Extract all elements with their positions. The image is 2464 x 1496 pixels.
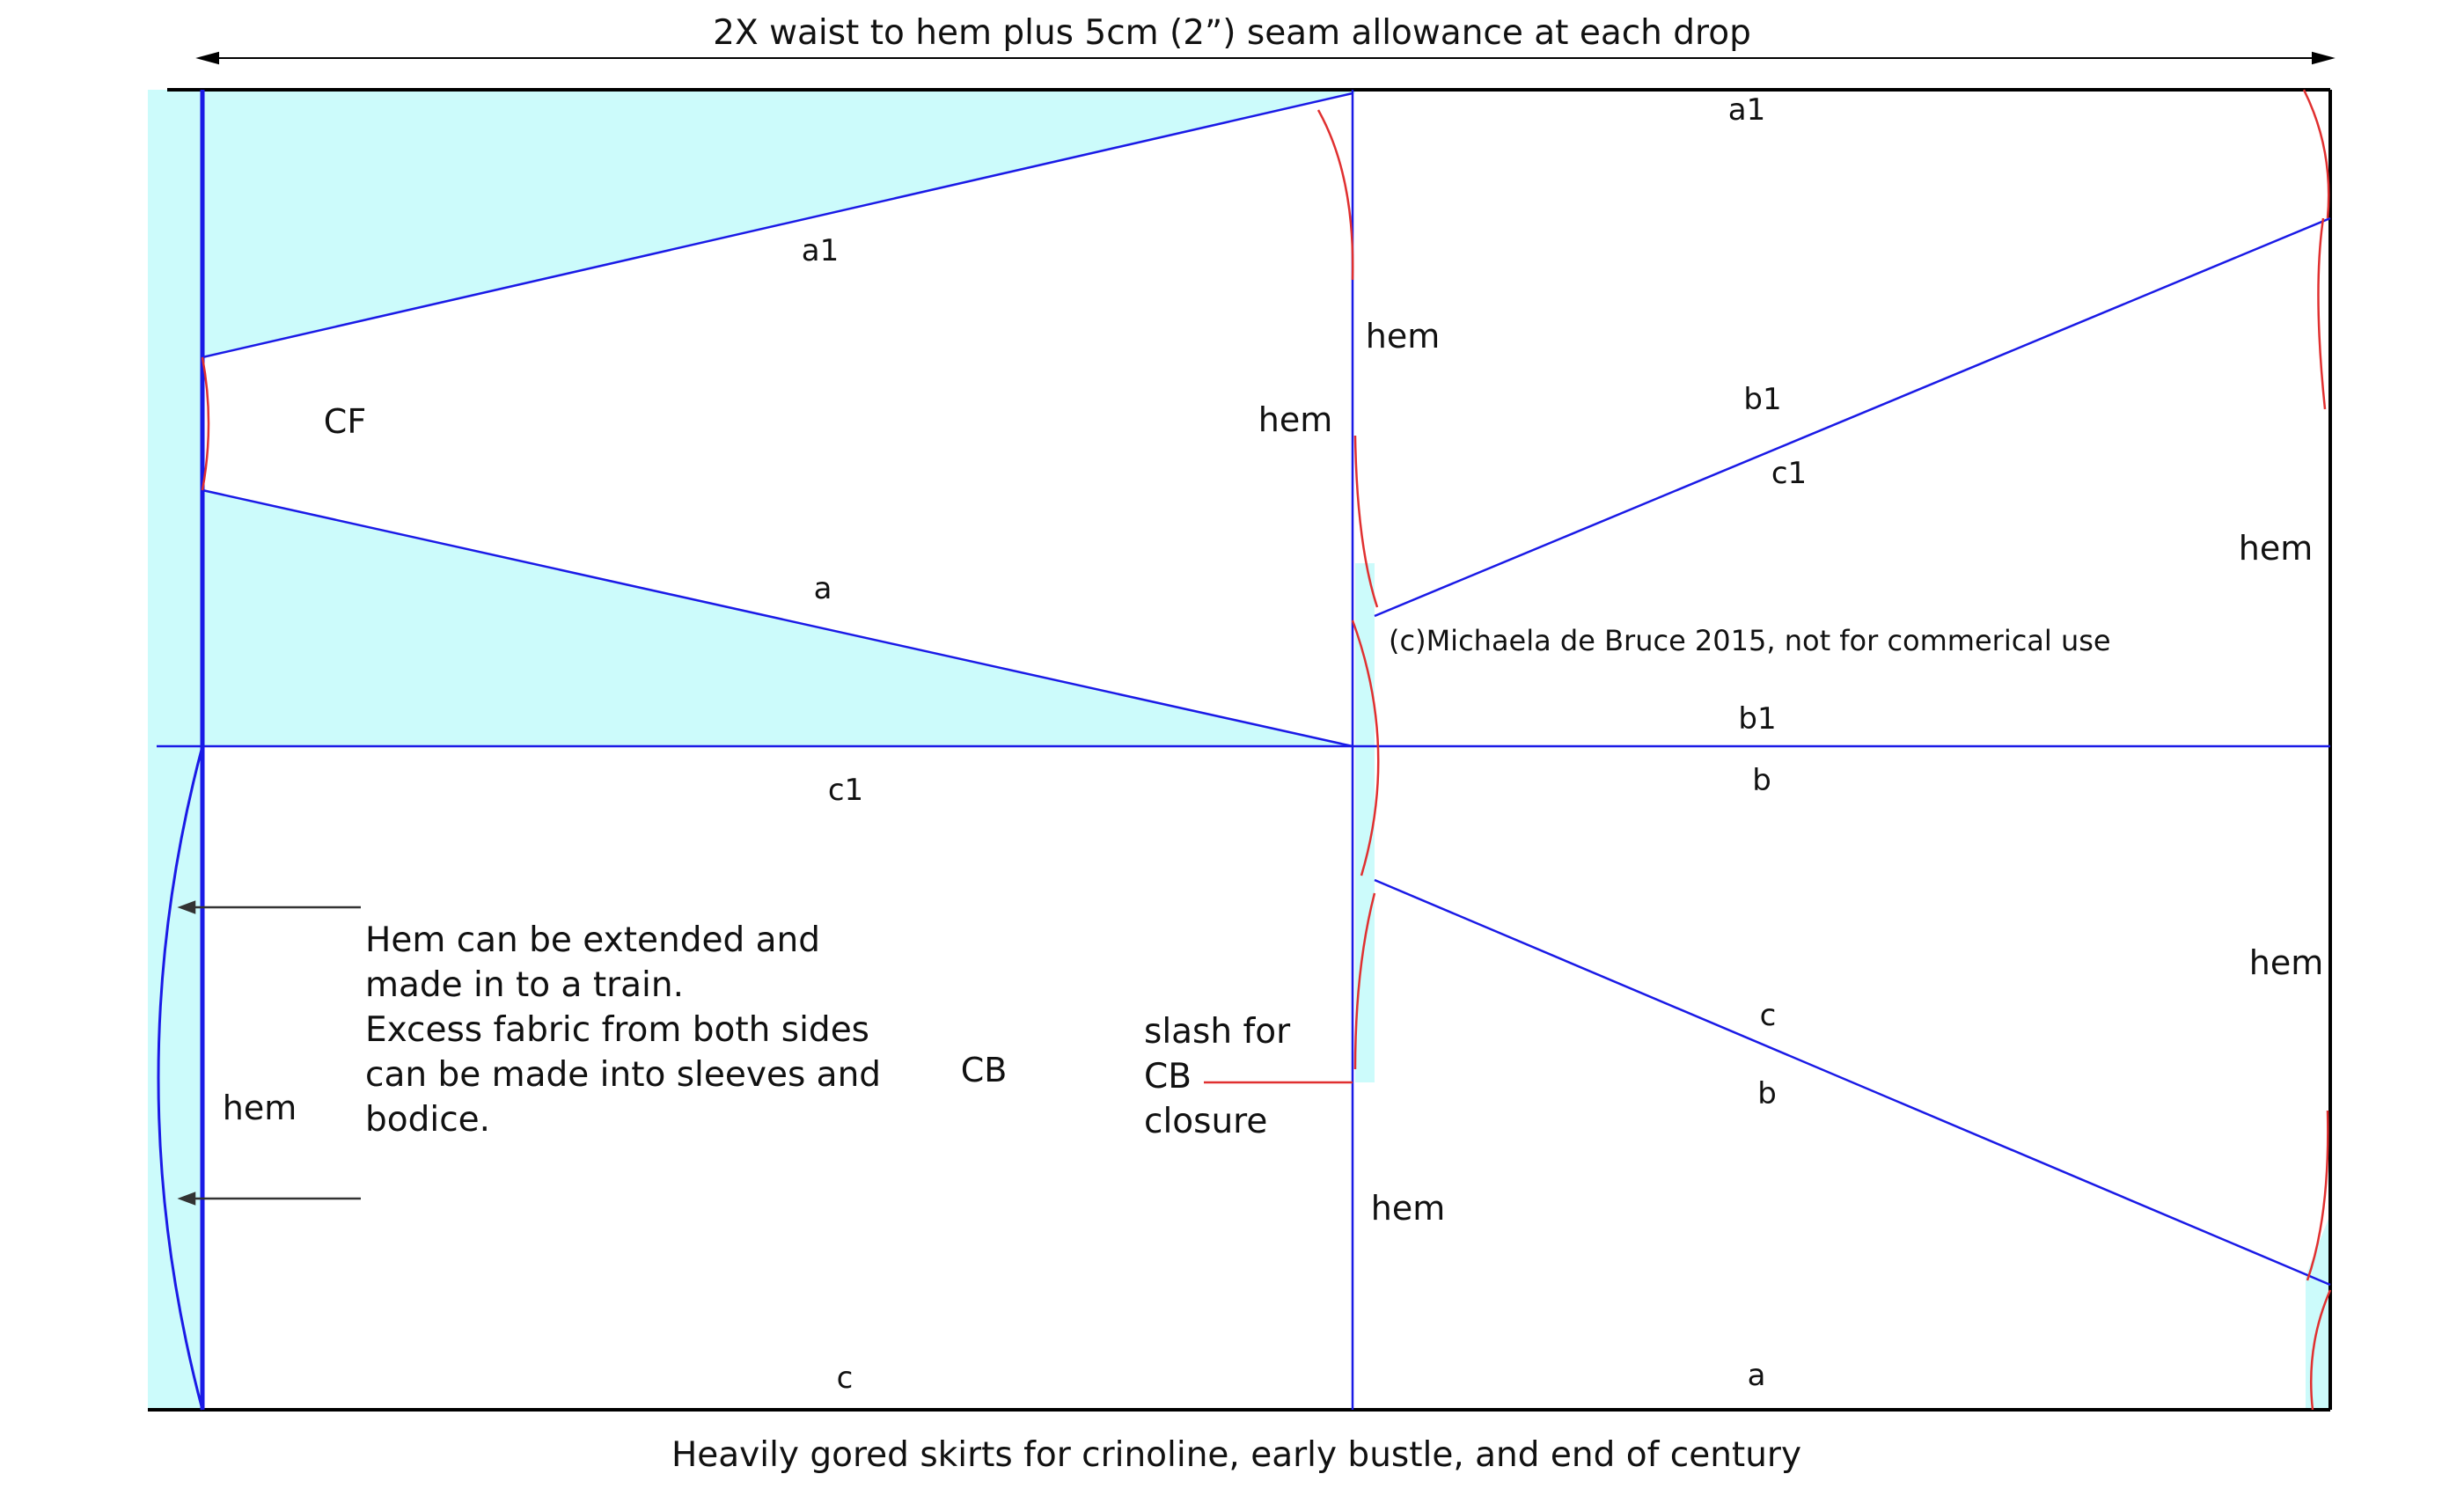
copyright-notice: (c)Michaela de Bruce 2015, not for comme… [1389, 624, 2111, 657]
slash-note-line: slash for [1144, 1012, 1291, 1052]
label-hem-left-lower: hem [223, 1089, 297, 1127]
label-hem-right-lower: hem [2249, 943, 2323, 982]
train-arrows [177, 900, 361, 1206]
train-note: Hem can be extended and made in to a tra… [365, 920, 881, 1140]
cf-hem-curve [201, 356, 210, 491]
pattern-outline [148, 88, 2332, 1412]
train-note-line: Hem can be extended and [365, 920, 820, 960]
train-hem-curve [157, 745, 204, 1411]
label-b-mid: b [1752, 763, 1771, 798]
train-arrow-lower-head [177, 1192, 196, 1206]
label-c-right: c [1760, 998, 1777, 1033]
seam-a1 [202, 92, 1353, 359]
center-seam-strip [1355, 563, 1375, 1082]
label-hem-right-upper: hem [2239, 529, 2313, 568]
label-c1-mid: c1 [828, 773, 863, 808]
label-b1-mid: b1 [1738, 701, 1776, 737]
train-note-line: Excess fabric from both sides [365, 1010, 869, 1050]
label-a1-top-right: a1 [1728, 92, 1765, 128]
dimension-arrow-left-head [195, 51, 219, 65]
seam-a [202, 488, 1353, 748]
label-a-bottom: a [1748, 1358, 1766, 1393]
label-c-bottom: c [837, 1360, 854, 1396]
hem-curves [201, 89, 2332, 1411]
piece-labels: a1 a1 hem b1 CF hem c1 hem a b1 b c1 hem… [223, 92, 2323, 1396]
train-arrow-upper-head [177, 900, 196, 914]
seam-c-b [1374, 878, 2331, 1287]
slash-note-line: closure [1144, 1102, 1267, 1141]
label-cb: CB [961, 1051, 1008, 1089]
label-hem-center-upper: hem [1366, 317, 1440, 356]
label-hem-center-lower: hem [1371, 1189, 1445, 1228]
hem-curve-right-lower [2306, 1110, 2329, 1281]
label-c1-upper: c1 [1771, 456, 1807, 491]
label-hem-left-upper: hem [1258, 400, 1332, 439]
dimension-arrow [195, 51, 2336, 65]
label-a-left: a [814, 571, 832, 606]
train-note-line: made in to a train. [365, 965, 684, 1005]
left-edge-strip [148, 90, 202, 1410]
hem-curve-right-upper [2317, 217, 2327, 410]
train-note-line: bodice. [365, 1100, 490, 1140]
seam-b1-c1 [1374, 216, 2331, 618]
hem-curve-a1-top [1316, 109, 1354, 281]
diagram-caption: Heavily gored skirts for crinoline, earl… [671, 1435, 1801, 1475]
diagram-title: 2X waist to hem plus 5cm (2”) seam allow… [713, 13, 1751, 53]
train-note-line: can be made into sleeves and [365, 1055, 881, 1095]
label-cf: CF [324, 402, 366, 441]
label-a1-top-left: a1 [802, 233, 839, 268]
hem-curve-right-bottom [2310, 1289, 2332, 1411]
hem-curve-center-upper [1353, 435, 1379, 608]
slash-note-line: CB [1144, 1057, 1192, 1096]
label-b1-upper: b1 [1743, 382, 1781, 417]
seam-lines [157, 90, 2331, 1411]
hem-curve-right-top [2302, 89, 2330, 219]
slash-note: slash for CB closure [1144, 1012, 1291, 1141]
label-b-right: b [1757, 1076, 1777, 1111]
hem-curve-center-lower [1353, 892, 1376, 1070]
hem-curve-center-long [1351, 620, 1380, 876]
dimension-arrow-right-head [2312, 51, 2336, 65]
fabric-fill-regions [148, 90, 2330, 1410]
